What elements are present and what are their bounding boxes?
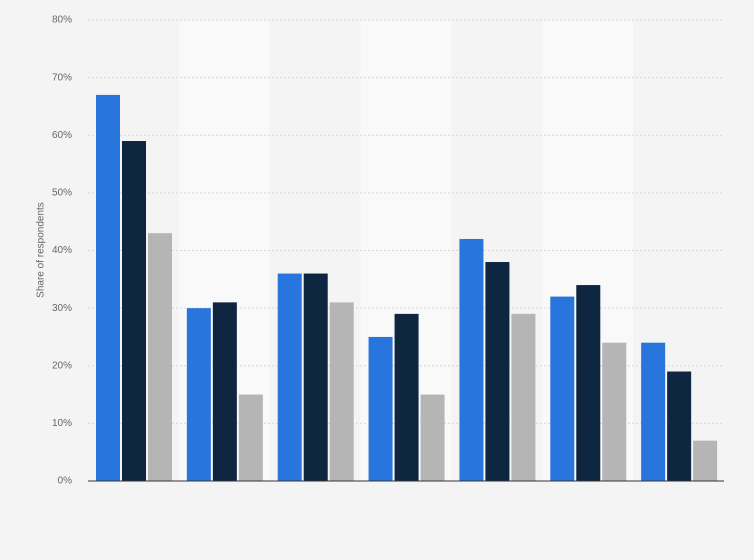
bar — [693, 440, 718, 481]
bar — [641, 342, 666, 481]
bar — [186, 308, 211, 481]
y-tick-label: 30% — [52, 303, 72, 314]
bar — [602, 342, 627, 481]
bar — [485, 262, 510, 481]
y-tick-label: 60% — [52, 130, 72, 141]
bar — [238, 394, 263, 481]
y-tick-label: 70% — [52, 72, 72, 83]
y-tick-label: 50% — [52, 188, 72, 199]
bar — [212, 302, 237, 481]
bar — [420, 394, 445, 481]
y-tick-label: 0% — [58, 476, 73, 487]
y-tick-label: 20% — [52, 360, 72, 371]
bar — [576, 285, 601, 481]
bar — [122, 141, 146, 481]
bar — [96, 94, 120, 481]
bar — [329, 302, 354, 481]
bar — [394, 313, 419, 481]
y-tick-label: 10% — [52, 418, 72, 429]
y-tick-label: 40% — [52, 245, 72, 256]
bar — [667, 371, 692, 481]
bar — [511, 313, 536, 481]
bar — [148, 233, 172, 481]
bar — [277, 273, 302, 481]
bar — [303, 273, 328, 481]
bar — [368, 336, 393, 481]
bar — [459, 238, 484, 481]
y-axis-label: Share of respondents — [36, 202, 47, 298]
y-tick-label: 80% — [52, 15, 72, 26]
bar — [550, 296, 575, 481]
